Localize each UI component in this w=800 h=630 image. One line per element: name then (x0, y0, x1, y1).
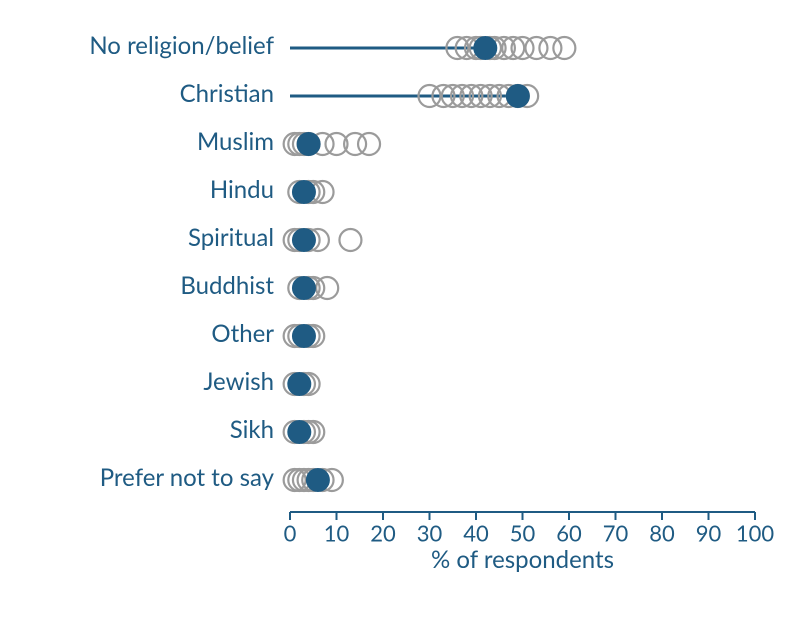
x-tick-label: 100 (736, 520, 775, 547)
x-axis-title: % of respondents (431, 545, 614, 574)
row-label: Muslim (197, 127, 274, 156)
row-label: Buddhist (180, 271, 274, 300)
x-tick-label: 20 (370, 520, 396, 547)
filled-marker (292, 276, 316, 300)
row-label: Spiritual (188, 223, 274, 252)
x-tick-label: 50 (510, 520, 536, 547)
x-tick-label: 10 (324, 520, 350, 547)
chart-row: Other (211, 319, 324, 348)
row-label: Hindu (210, 175, 274, 204)
row-label: Other (211, 319, 274, 348)
x-tick-label: 90 (696, 520, 722, 547)
filled-marker (292, 180, 316, 204)
row-label: No religion/belief (89, 31, 274, 60)
x-tick-label: 70 (603, 520, 629, 547)
chart-row: Buddhist (180, 271, 338, 300)
chart-row: Muslim (197, 127, 380, 156)
x-tick-label: 0 (284, 520, 297, 547)
filled-marker (292, 228, 316, 252)
filled-marker (473, 36, 497, 60)
chart-row: Jewish (203, 367, 319, 396)
chart-row: No religion/belief (89, 31, 575, 60)
chart-container: No religion/belief Christian Muslim Hindu Sp… (0, 0, 800, 630)
filled-marker (297, 132, 321, 156)
open-marker (339, 229, 361, 251)
x-tick-label: 30 (417, 520, 443, 547)
x-tick-label: 40 (463, 520, 489, 547)
filled-marker (506, 84, 530, 108)
dot-strip-chart: No religion/belief Christian Muslim Hindu Sp… (0, 0, 800, 630)
filled-marker (292, 324, 316, 348)
chart-row: Spiritual (188, 223, 361, 252)
filled-marker (287, 420, 311, 444)
x-tick-label: 80 (649, 520, 675, 547)
chart-row: Sikh (230, 415, 325, 444)
open-marker (358, 133, 380, 155)
x-tick-label: 60 (556, 520, 582, 547)
filled-marker (306, 468, 330, 492)
row-label: Prefer not to say (100, 463, 275, 492)
filled-marker (287, 372, 311, 396)
chart-row: Christian (180, 79, 539, 108)
row-label: Jewish (203, 367, 274, 396)
chart-row: Prefer not to say (100, 463, 343, 492)
open-marker (553, 37, 575, 59)
row-label: Sikh (230, 415, 274, 444)
chart-row: Hindu (210, 175, 334, 204)
row-label: Christian (180, 79, 274, 108)
